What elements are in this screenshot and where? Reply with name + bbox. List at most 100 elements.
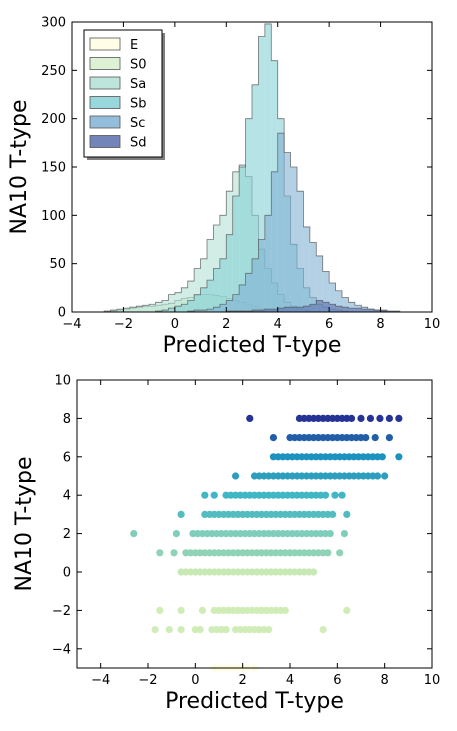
x-tick-label: 4 — [286, 673, 294, 688]
scatter-row — [231, 472, 389, 480]
histogram-bar — [284, 307, 291, 312]
x-tick-label: 0 — [171, 317, 179, 332]
y-tick-label: 100 — [41, 209, 66, 224]
scatter-point — [201, 491, 209, 499]
histogram-bar — [142, 305, 150, 312]
histogram-bar — [181, 304, 188, 312]
histogram-bars — [103, 23, 401, 313]
legend-swatch — [89, 37, 121, 51]
scatter-row — [177, 510, 351, 518]
histogram-bar — [264, 215, 272, 312]
histogram-bar — [136, 306, 143, 312]
scatter-point — [177, 510, 185, 518]
scatter-point — [331, 491, 339, 499]
histogram-bar — [277, 308, 285, 312]
legend-label: Sc — [130, 116, 145, 131]
histogram-bar — [322, 302, 330, 312]
scatter-point — [385, 414, 393, 422]
scatter-point — [172, 530, 180, 538]
histogram-legend: E S0 Sa Sb Sc Sd — [83, 29, 165, 160]
histogram-bar — [329, 304, 336, 312]
histogram-bar — [200, 310, 207, 312]
legend-swatch — [89, 76, 121, 90]
histogram-bar — [174, 292, 182, 312]
histogram-bar — [252, 84, 259, 312]
x-tick-label: 6 — [325, 317, 333, 332]
histogram-bar — [226, 234, 233, 312]
scatter-point — [210, 491, 218, 499]
x-tick-label: −4 — [62, 317, 81, 332]
scatter-point — [246, 414, 254, 422]
y-tick-label: 6 — [63, 450, 71, 465]
x-tick-label: 2 — [239, 673, 247, 688]
scatter-row — [151, 626, 327, 634]
legend-label: Sd — [130, 136, 147, 151]
histogram-bar — [149, 304, 156, 312]
legend-swatch — [89, 115, 121, 129]
histogram-bar — [187, 300, 195, 312]
histogram-bar — [348, 308, 355, 312]
scatter-row — [156, 549, 344, 557]
legend-swatch — [89, 57, 121, 70]
x-tick-label: 8 — [376, 317, 384, 332]
histogram-bar — [252, 310, 259, 312]
histogram-bar — [335, 290, 342, 312]
histogram-bar — [354, 308, 362, 312]
histogram-bar — [290, 167, 297, 312]
histogram-bar — [264, 309, 272, 312]
histogram-bar — [271, 171, 278, 312]
scatter-x-ticks: −4 −2 0 2 4 6 8 10 — [91, 380, 440, 688]
x-tick-label: −2 — [114, 317, 133, 332]
histogram-bar — [110, 310, 117, 312]
x-tick-label: 2 — [222, 317, 230, 332]
scatter-point — [170, 549, 178, 557]
legend-swatch — [89, 135, 121, 148]
histogram-bar — [264, 23, 272, 313]
scatter-point — [395, 453, 403, 461]
scatter-row — [130, 530, 349, 538]
y-tick-label: 200 — [41, 112, 66, 127]
histogram-bar — [258, 310, 265, 312]
scatter-y-axis-label: NA10 T-type — [12, 457, 37, 592]
y-tick-label: 300 — [41, 16, 66, 31]
histogram-bar — [200, 287, 207, 312]
histogram-step-outline — [225, 300, 401, 312]
histogram-bar — [194, 294, 201, 312]
histogram-panel: −4 −2 0 2 4 6 8 10 0 50 100 150 200 250 300 Predicted… — [7, 16, 440, 359]
x-tick-label: 0 — [191, 673, 199, 688]
scatter-point — [156, 606, 164, 615]
histogram-bar — [226, 300, 233, 312]
scatter-x-axis-label: Predicted T-type — [165, 689, 344, 714]
scatter-point — [151, 626, 159, 634]
y-tick-label: 0 — [63, 566, 71, 581]
legend-label: Sb — [130, 97, 147, 112]
histogram-series-sd — [225, 300, 401, 312]
x-tick-label: 10 — [424, 317, 441, 332]
scatter-point — [326, 530, 334, 538]
histogram-bar — [129, 307, 137, 312]
histogram-bar — [303, 226, 310, 312]
histogram-y-axis-label: NA10 T-type — [7, 100, 32, 235]
histogram-y-ticks: 0 50 100 150 200 250 300 — [41, 16, 432, 321]
scatter-point — [310, 568, 318, 576]
x-tick-label: −4 — [91, 673, 110, 688]
histogram-bar — [219, 304, 227, 312]
x-tick-label: 10 — [424, 673, 441, 688]
scatter-point — [362, 434, 370, 442]
scatter-point — [281, 606, 289, 615]
histogram-bar — [168, 294, 175, 312]
histogram-bar — [117, 309, 124, 312]
scatter-point — [366, 414, 375, 422]
scatter-point — [371, 434, 379, 442]
histogram-bar — [207, 239, 214, 312]
scatter-point — [373, 472, 382, 480]
scatter-point — [177, 626, 185, 634]
histogram-bar — [316, 255, 323, 312]
scatter-point — [347, 414, 356, 422]
scatter-point — [329, 510, 337, 518]
y-tick-label: 250 — [41, 64, 66, 79]
scatter-row — [177, 568, 318, 576]
scatter-row — [210, 664, 259, 672]
histogram-bar — [213, 268, 220, 312]
histogram-bar — [181, 287, 188, 312]
